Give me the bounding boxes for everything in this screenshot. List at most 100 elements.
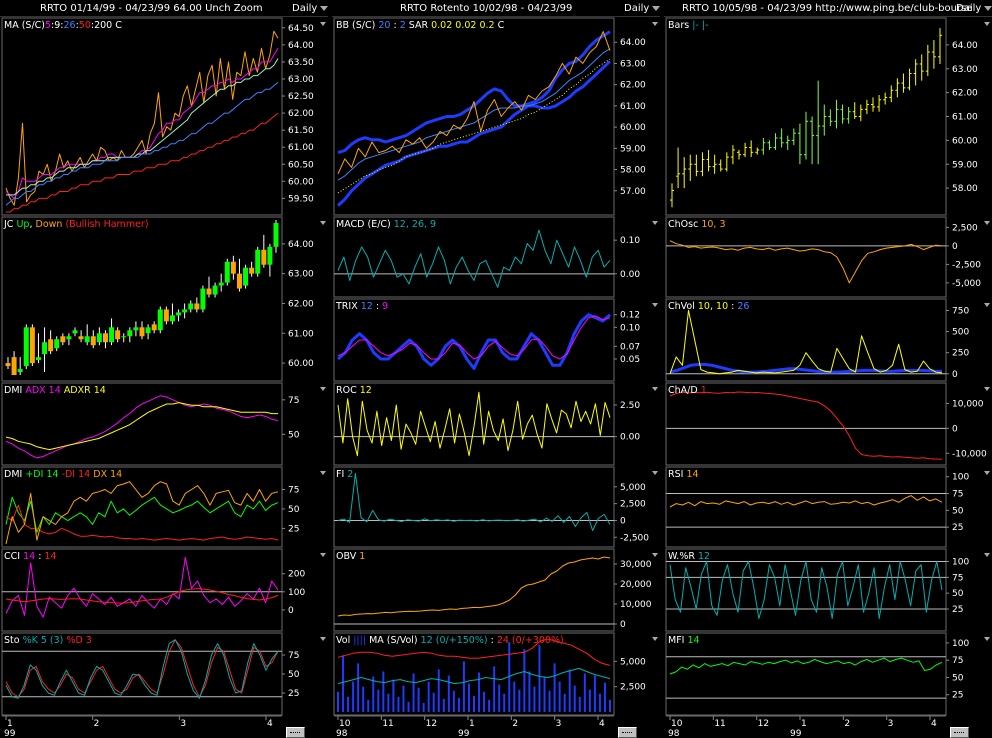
legend-item: 1 bbox=[359, 551, 365, 562]
y-tick-label: 61.00 bbox=[288, 143, 314, 153]
legend-item: 12, 26, 9 bbox=[394, 219, 436, 230]
y-tick-label: 30,000 bbox=[620, 560, 652, 570]
panel-dropdown[interactable] bbox=[320, 221, 326, 225]
x-tick-label: 1 bbox=[801, 719, 807, 729]
series-line bbox=[5, 639, 279, 699]
y-tick-label: 62.00 bbox=[952, 89, 978, 99]
y-tick-label: 60.00 bbox=[288, 177, 314, 187]
candle-body bbox=[145, 327, 151, 334]
panel-dropdown[interactable] bbox=[984, 221, 990, 225]
candle-body bbox=[243, 267, 249, 286]
y-tick-label: 2,500 bbox=[620, 500, 646, 510]
legend-item: 14 bbox=[23, 551, 35, 562]
panel-dropdown[interactable] bbox=[320, 387, 326, 391]
panel-dropdown[interactable] bbox=[652, 471, 658, 475]
panel-dropdown[interactable] bbox=[320, 553, 326, 557]
legend-item: DMI bbox=[4, 469, 25, 480]
panel-dropdown[interactable] bbox=[984, 387, 990, 391]
panel-legend: BB (S/C) 20 : 2 SAR 0.02 0.02 0.2 C bbox=[336, 20, 505, 31]
panel-dropdown[interactable] bbox=[652, 221, 658, 225]
series-line bbox=[337, 391, 611, 457]
y-tick-label: 2.50 bbox=[620, 401, 640, 411]
y-tick-label: 100 bbox=[952, 558, 969, 568]
y-tick-label: 2,500 bbox=[952, 223, 978, 233]
candle-body bbox=[5, 363, 11, 367]
y-tick-label: 2,500 bbox=[620, 683, 646, 693]
panel-dropdown[interactable] bbox=[652, 553, 658, 557]
chevron-down-icon[interactable] bbox=[319, 1, 328, 14]
series-line bbox=[337, 667, 611, 685]
panel-frame bbox=[665, 382, 947, 466]
candle-body bbox=[109, 327, 115, 343]
column-title: RRTO Rotento 10/02/98 - 04/23/99 bbox=[400, 3, 573, 14]
x-tick-label: 12 bbox=[758, 719, 769, 729]
series-line bbox=[669, 391, 943, 460]
y-tick-label: 59.50 bbox=[288, 194, 314, 204]
legend-item: Bars bbox=[668, 20, 692, 31]
legend-item: ROC bbox=[336, 385, 360, 396]
x-tick-label: 11 bbox=[714, 719, 725, 729]
column-header-1: RRTO 01/14/99 - 04/23/99 64.00 Unch Zoom… bbox=[0, 0, 328, 17]
panel-frame bbox=[665, 632, 947, 716]
panel-dropdown[interactable] bbox=[984, 553, 990, 557]
panel-dropdown[interactable] bbox=[320, 637, 326, 641]
candle-body bbox=[96, 333, 102, 343]
legend-item: MACD (E/C) bbox=[336, 219, 394, 230]
y-tick-label: 61.00 bbox=[620, 102, 646, 112]
panel-dropdown[interactable] bbox=[984, 303, 990, 307]
scroll-button[interactable] bbox=[286, 727, 305, 738]
candle-body bbox=[169, 315, 175, 322]
interval-selector[interactable]: Daily bbox=[624, 3, 650, 14]
candle-body bbox=[35, 357, 41, 361]
legend-item: : bbox=[35, 551, 44, 562]
legend-item: : bbox=[488, 635, 497, 646]
panel-dropdown[interactable] bbox=[320, 22, 326, 26]
panel-dropdown[interactable] bbox=[984, 471, 990, 475]
legend-item: C bbox=[495, 20, 505, 31]
chevron-down-icon[interactable] bbox=[983, 1, 992, 14]
panel-dropdown[interactable] bbox=[652, 22, 658, 26]
y-tick-label: 60.00 bbox=[952, 136, 978, 146]
y-tick-label: 58.00 bbox=[620, 166, 646, 176]
legend-item: 26 bbox=[737, 301, 749, 312]
panel-legend: Vol |||| MA (S/Vol) 12 (0/+150%) : 24 (0… bbox=[336, 635, 564, 646]
panel-legend: MACD (E/C) 12, 26, 9 bbox=[336, 219, 436, 230]
interval-selector[interactable]: Daily bbox=[292, 3, 318, 14]
legend-item: , bbox=[29, 219, 35, 230]
y-tick-label: 5,000 bbox=[620, 657, 646, 667]
legend-item: (Bullish Hammer) bbox=[62, 219, 148, 230]
panel-dropdown[interactable] bbox=[320, 471, 326, 475]
panel-dropdown[interactable] bbox=[984, 637, 990, 641]
scroll-button[interactable] bbox=[618, 727, 637, 738]
x-tick-label: 4 bbox=[599, 719, 605, 729]
series-line bbox=[336, 60, 612, 207]
candle-body bbox=[188, 303, 194, 310]
y-tick-label: 59.00 bbox=[952, 160, 978, 170]
series-line bbox=[5, 556, 279, 618]
candle-body bbox=[139, 327, 145, 337]
y-tick-label: 57.00 bbox=[620, 187, 646, 197]
y-tick-label: 200 bbox=[288, 570, 305, 580]
series-line bbox=[337, 229, 611, 288]
y-tick-label: 63.50 bbox=[288, 58, 314, 68]
y-tick-label: 0 bbox=[952, 370, 958, 380]
y-tick-label: 75 bbox=[952, 490, 963, 500]
panel-dropdown[interactable] bbox=[984, 22, 990, 26]
panel-dropdown[interactable] bbox=[652, 387, 658, 391]
x-tick-label: 1 bbox=[7, 719, 13, 729]
panel-dropdown[interactable] bbox=[652, 637, 658, 641]
interval-selector[interactable]: Daily bbox=[956, 3, 982, 14]
y-tick-label: 25 bbox=[952, 523, 963, 533]
y-tick-label: 0 bbox=[620, 516, 626, 526]
panel-dropdown[interactable] bbox=[652, 303, 658, 307]
panel-frame bbox=[333, 17, 615, 216]
y-tick-label: 50 bbox=[952, 589, 964, 599]
legend-item: 9 bbox=[382, 301, 388, 312]
scroll-button[interactable] bbox=[950, 727, 969, 738]
y-tick-label: 20,000 bbox=[620, 580, 652, 590]
candle-body bbox=[23, 327, 29, 367]
chevron-down-icon[interactable] bbox=[651, 1, 660, 14]
x-year-label: 98 bbox=[336, 729, 348, 738]
y-tick-label: 0.00 bbox=[620, 270, 640, 280]
panel-frame bbox=[1, 216, 283, 382]
